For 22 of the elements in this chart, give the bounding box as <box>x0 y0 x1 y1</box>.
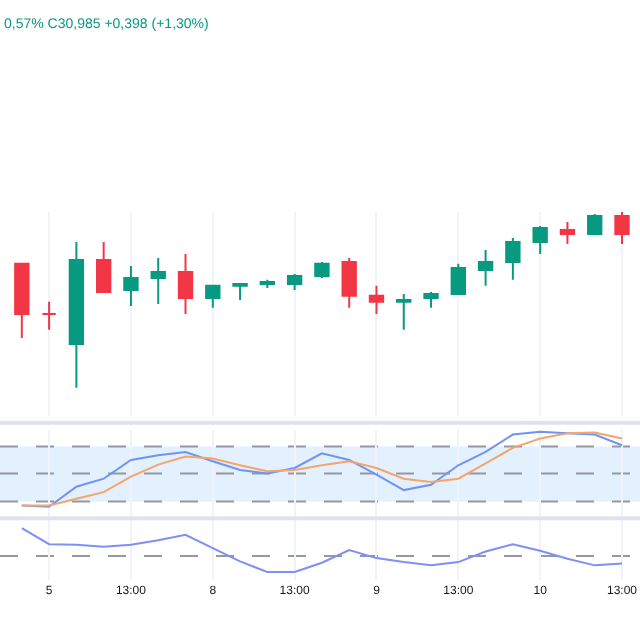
candlestick <box>314 260 330 279</box>
candlestick <box>68 240 85 389</box>
candlestick <box>559 221 576 245</box>
candlestick <box>14 262 30 339</box>
candlestick <box>368 284 385 315</box>
candlestick <box>150 256 166 305</box>
candlestick <box>423 291 439 309</box>
candlestick <box>177 253 194 315</box>
candlestick <box>95 240 112 294</box>
candlestick <box>450 262 466 295</box>
candlestick <box>232 282 248 301</box>
candlestick <box>505 237 521 281</box>
candlestick <box>477 248 494 287</box>
candlestick <box>614 211 630 245</box>
candlestick <box>123 264 139 307</box>
candlestick <box>41 300 57 331</box>
candlestick <box>396 292 412 331</box>
candlestick <box>341 256 357 309</box>
candlestick <box>532 225 548 256</box>
candlestick <box>587 212 603 235</box>
candlestick <box>286 272 303 291</box>
candlestick <box>205 284 221 309</box>
